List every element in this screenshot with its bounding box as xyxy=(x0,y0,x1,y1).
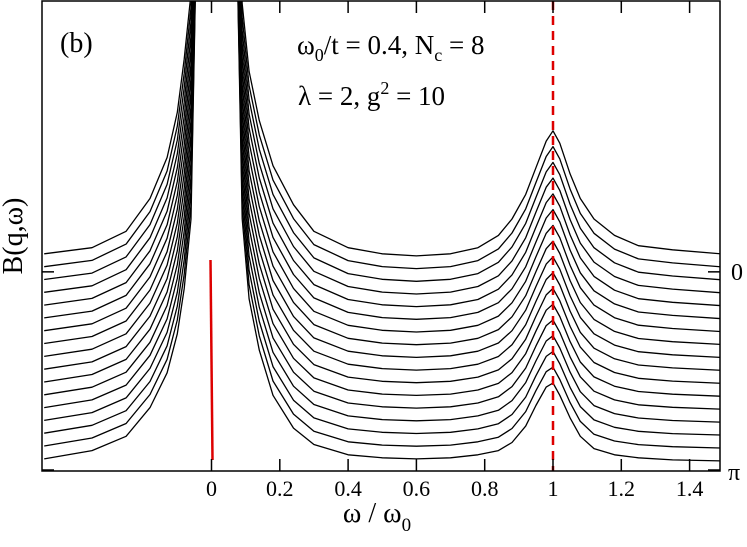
curve-10 xyxy=(44,1,720,371)
x-tick-label: 1.4 xyxy=(676,476,704,501)
x-tick-label: 0 xyxy=(206,476,217,501)
annotation-n-subscript: c xyxy=(434,45,442,65)
marker-line-solid xyxy=(209,259,214,461)
x-tick-label: 1.2 xyxy=(608,476,636,501)
curves xyxy=(44,1,720,462)
axis-ticks: 0 0.2 0.4 0.6 0.8 1 1.2 1.4 xyxy=(42,1,720,501)
right-label-top: 0 xyxy=(731,260,743,286)
plot-frame xyxy=(41,0,721,472)
right-label-bottom: π xyxy=(728,460,740,486)
curve-11 xyxy=(44,1,720,384)
annotation-line-2: λ = 2, g2 = 10 xyxy=(298,78,445,111)
annotation-line-1: ω0/t = 0.4, Nc = 8 xyxy=(297,30,485,65)
curve-9 xyxy=(44,1,720,359)
curve-6 xyxy=(44,1,720,320)
curve-8 xyxy=(44,1,720,346)
x-tick-label: 0.8 xyxy=(471,476,499,501)
curve-12 xyxy=(44,1,720,397)
curve-17 xyxy=(44,1,720,462)
curve-14 xyxy=(44,1,720,423)
x-tick-label: 0.2 xyxy=(266,476,294,501)
panel-label: (b) xyxy=(60,28,93,59)
x-axis-label: ω / ω0 xyxy=(343,498,411,536)
curve-16 xyxy=(44,1,720,449)
annotation-lambda-g: λ = 2, g xyxy=(298,81,380,111)
x-axis-subscript: 0 xyxy=(402,515,412,536)
x-tick-label: 0.4 xyxy=(334,476,362,501)
annotation-g-superscript: 2 xyxy=(380,78,389,98)
curve-5 xyxy=(44,1,720,308)
x-axis-omega-0: ω xyxy=(383,498,401,529)
curve-7 xyxy=(44,1,720,333)
annotation-ratio: /t = 0.4, N xyxy=(324,30,434,60)
x-axis-omega: ω xyxy=(343,498,361,529)
curve-15 xyxy=(44,1,720,436)
x-tick-label: 1 xyxy=(548,476,559,501)
curve-2 xyxy=(44,1,720,270)
y-axis-label: B(q,ω) xyxy=(0,198,29,275)
annotation-omega-subscript: 0 xyxy=(315,45,324,65)
curve-13 xyxy=(44,1,720,410)
curve-1 xyxy=(44,1,720,257)
annotation-omega: ω xyxy=(297,30,315,60)
curve-3 xyxy=(44,1,720,282)
x-tick-label: 0.6 xyxy=(403,476,431,501)
annotation-g-value: = 10 xyxy=(389,81,445,111)
annotation-nc-value: = 8 xyxy=(442,30,484,60)
curve-4 xyxy=(44,1,720,295)
x-axis-slash: / xyxy=(361,498,383,529)
